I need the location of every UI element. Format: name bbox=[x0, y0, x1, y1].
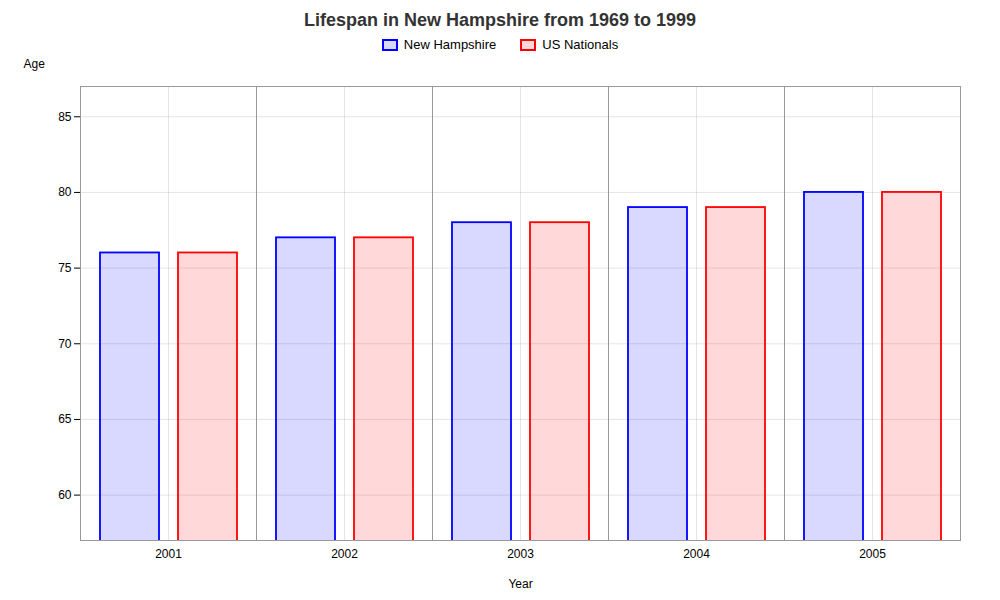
svg-text:Year: Year bbox=[508, 577, 532, 591]
svg-text:75: 75 bbox=[58, 261, 72, 275]
html-text:US Nationals: US Nationals bbox=[542, 37, 619, 52]
html-text:New Hampshire: New Hampshire bbox=[403, 37, 497, 52]
html-text:Lifespan in New Hampshire from: Lifespan in New Hampshire from 1969 to 1… bbox=[303, 10, 697, 30]
svg-text:Age: Age bbox=[24, 57, 46, 71]
svg-text:2004: 2004 bbox=[683, 547, 710, 561]
svg-text:70: 70 bbox=[58, 337, 72, 351]
svg-text:2003: 2003 bbox=[507, 547, 534, 561]
svg-text:2002: 2002 bbox=[331, 547, 358, 561]
svg-text:80: 80 bbox=[58, 185, 72, 199]
svg-text:60: 60 bbox=[58, 488, 72, 502]
svg-text:2005: 2005 bbox=[859, 547, 886, 561]
svg-text:2001: 2001 bbox=[155, 547, 182, 561]
svg-text:65: 65 bbox=[58, 412, 72, 426]
svg-text:85: 85 bbox=[58, 110, 72, 124]
